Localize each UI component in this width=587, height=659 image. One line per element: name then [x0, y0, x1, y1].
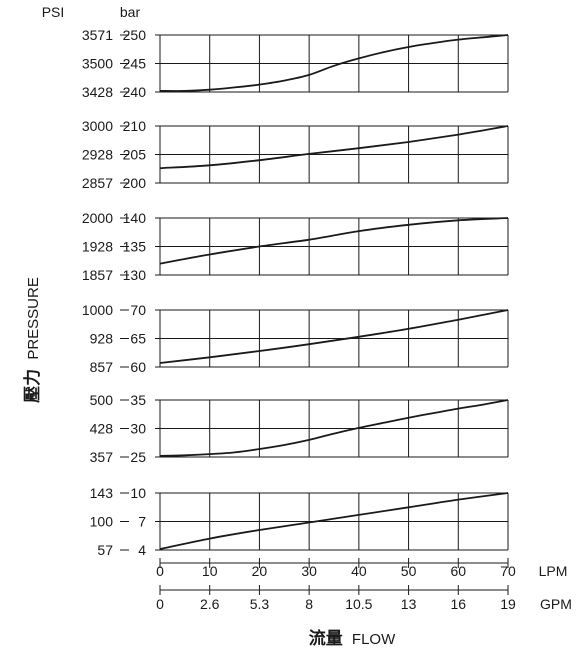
gpm-tick-label: 19 [500, 596, 516, 612]
bar-tick-label: 30 [130, 421, 146, 437]
bar-tick-label: 70 [130, 302, 146, 318]
lpm-tick-label: 30 [301, 563, 317, 579]
psi-tick-label: 2928 [82, 147, 113, 163]
svg-text:壓力 PRESSURE: 壓力 PRESSURE [22, 277, 42, 403]
bar-tick-label: 7 [138, 514, 146, 530]
x-axis-title-en: FLOW [352, 631, 396, 648]
psi-tick-label: 3000 [82, 118, 113, 134]
pressure-curve-2 [159, 125, 509, 170]
gpm-tick-label: 13 [401, 596, 417, 612]
gpm-tick-label: 5.3 [250, 596, 270, 612]
bar-tick-label: 245 [123, 56, 147, 72]
gpm-unit-label: GPM [540, 596, 572, 612]
psi-tick-label: 2857 [82, 175, 113, 191]
psi-tick-label: 428 [90, 421, 114, 437]
bar-tick-label: 205 [123, 147, 147, 163]
pressure-curve-6 [159, 492, 509, 550]
lpm-unit-label: LPM [539, 563, 568, 579]
lpm-tick-label: 0 [156, 563, 164, 579]
psi-column-header: PSI [42, 4, 65, 20]
psi-tick-label: 3571 [82, 27, 113, 43]
lpm-tick-label: 70 [500, 563, 516, 579]
lpm-tick-label: 50 [401, 563, 417, 579]
y-axis-title-cjk: 壓力 [22, 369, 42, 403]
panel-4: 1000 70 928 65 857 60 [82, 302, 509, 375]
panel-1: 3571 250 3500 245 3428 240 [82, 27, 509, 100]
psi-tick-label: 57 [97, 542, 113, 558]
bar-tick-label: 210 [123, 118, 147, 134]
psi-tick-label: 1928 [82, 239, 113, 255]
chart-panels: 3571 250 3500 245 3428 240 3000 210 2928 205 2857 2… [82, 27, 509, 558]
psi-tick-label: 928 [90, 331, 114, 347]
psi-tick-label: 3500 [82, 56, 113, 72]
pressure-curve-4 [159, 309, 509, 364]
psi-tick-label: 2000 [82, 210, 113, 226]
bar-tick-label: 35 [130, 392, 146, 408]
lpm-tick-label: 20 [252, 563, 268, 579]
x-axis-title: 流量 FLOW [309, 628, 396, 648]
psi-tick-label: 1000 [82, 302, 113, 318]
bar-tick-label: 25 [130, 449, 146, 465]
gpm-tick-label: 0 [156, 596, 164, 612]
gpm-tick-label: 8 [305, 596, 313, 612]
psi-tick-label: 500 [90, 392, 114, 408]
bar-tick-label: 250 [123, 27, 147, 43]
psi-tick-label: 143 [90, 485, 114, 501]
bar-tick-label: 240 [123, 84, 147, 100]
bar-tick-label: 4 [138, 542, 146, 558]
bar-tick-label: 140 [123, 210, 147, 226]
pressure-curve-5 [159, 399, 509, 457]
gpm-tick-label: 10.5 [345, 596, 372, 612]
psi-tick-label: 100 [90, 514, 114, 530]
gpm-tick-label: 16 [450, 596, 466, 612]
bar-tick-label: 130 [123, 267, 147, 283]
gpm-tick-label: 2.6 [200, 596, 220, 612]
y-axis-title-en: PRESSURE [25, 277, 42, 360]
lpm-tick-label: 60 [450, 563, 466, 579]
bar-column-header: bar [120, 4, 141, 20]
bar-tick-label: 65 [130, 331, 146, 347]
psi-tick-label: 857 [90, 359, 114, 375]
x-axis-title-cjk: 流量 [309, 628, 343, 648]
pressure-curve-1 [159, 34, 509, 92]
psi-tick-label: 357 [90, 449, 114, 465]
panel-6: 143 10 100 7 57 4 [90, 485, 509, 558]
lpm-tick-label: 10 [202, 563, 218, 579]
bar-tick-label: 60 [130, 359, 146, 375]
psi-tick-label: 3428 [82, 84, 113, 100]
lpm-tick-label: 40 [351, 563, 367, 579]
panel-3: 2000 140 1928 135 1857 130 [82, 210, 509, 283]
y-axis-title: 壓力 PRESSURE [22, 277, 42, 403]
bar-tick-label: 200 [123, 175, 147, 191]
pressure-curve-3 [159, 217, 509, 265]
panel-5: 500 35 428 30 357 25 [90, 392, 509, 465]
x-axes: 0 0 10 2.6 20 5.3 30 8 40 10.5 50 13 60 16 70 19 [156, 558, 516, 612]
psi-tick-label: 1857 [82, 267, 113, 283]
bar-tick-label: 10 [130, 485, 146, 501]
bar-tick-label: 135 [123, 239, 147, 255]
panel-2: 3000 210 2928 205 2857 200 [82, 118, 509, 191]
